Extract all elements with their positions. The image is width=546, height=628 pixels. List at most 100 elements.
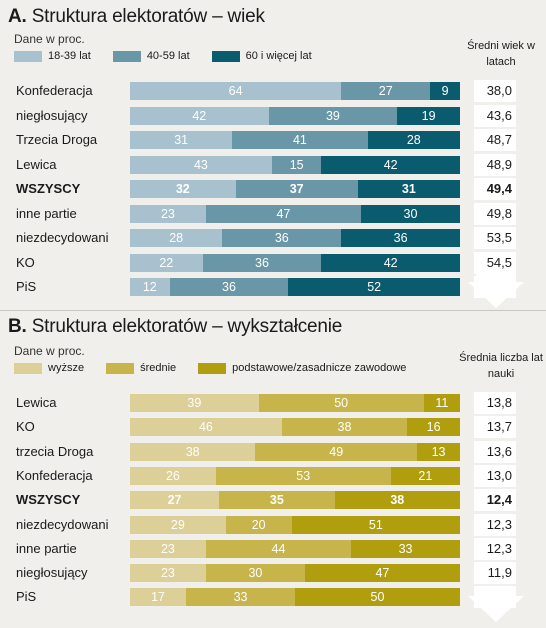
chart-title: A. Struktura elektoratów – wiek	[8, 6, 265, 28]
bar-row: KO 46 38 16 13,7	[0, 416, 546, 438]
row-label: niegłosujący	[16, 565, 88, 580]
bar-segment: 41	[232, 131, 368, 149]
bar-row: niezdecydowani 28 36 36 53,5	[0, 227, 546, 249]
row-label: Lewica	[16, 157, 57, 172]
side-value: 13,0	[474, 465, 516, 487]
bar-row: inne partie 23 44 33 12,3	[0, 538, 546, 560]
chart-subtitle: Dane w proc.	[14, 32, 85, 46]
bar-segment: 31	[130, 131, 233, 149]
bar-segment: 38	[281, 418, 408, 436]
bar-row: Konfederacja 26 53 21 13,0	[0, 465, 546, 487]
side-value: 48,9	[474, 154, 516, 176]
bar-segment: 23	[130, 564, 206, 582]
legend-label: 60 i więcej lat	[245, 50, 312, 62]
bar-segment: 36	[202, 254, 322, 272]
side-value: 11,9	[474, 562, 516, 584]
bar-segment: 21	[390, 467, 460, 485]
bar-segment: 46	[130, 418, 282, 436]
stacked-bar: 23 47 30	[130, 205, 460, 223]
row-label: niegłosujący	[16, 108, 88, 123]
down-arrow-icon	[468, 272, 524, 308]
legend-swatch	[198, 362, 227, 374]
bar-row: PiS17335011,6	[0, 586, 546, 608]
bar-segment: 28	[130, 229, 223, 247]
chart-title-text: Struktura elektoratów – wykształcenie	[31, 316, 343, 337]
bar-row: trzecia Droga 38 49 13 13,6	[0, 441, 546, 463]
stacked-bar: 39 50 11	[130, 394, 460, 412]
bar-segment: 47	[205, 205, 361, 223]
legend-label: 18-39 lat	[48, 50, 91, 62]
row-label: WSZYSCY	[16, 181, 81, 196]
stacked-bar: 29 20 51	[130, 516, 460, 534]
stacked-bar: 23 44 33	[130, 540, 460, 558]
side-value: 49,8	[474, 203, 516, 225]
bar-row: Konfederacja 64 27 9 38,0	[0, 80, 546, 102]
row-label: trzecia Droga	[16, 444, 94, 459]
row-label: PiS	[16, 279, 37, 294]
side-value: 12,3	[474, 538, 516, 560]
bar-row: WSZYSCY 27 35 38 12,4	[0, 489, 546, 511]
bar-segment: 22	[130, 254, 203, 272]
bar-segment: 38	[334, 491, 460, 509]
side-value: 48,7	[474, 129, 516, 151]
bar-segment: 28	[367, 131, 460, 149]
stacked-bar: 64 27 9	[130, 82, 460, 100]
bar-segment: 26	[130, 467, 216, 485]
bar-segment: 42	[130, 107, 269, 125]
bar-segment: 17	[130, 588, 187, 606]
bar-segment: 13	[417, 443, 460, 461]
bar-segment: 50	[258, 394, 424, 412]
stacked-bar: 17 33 50	[130, 588, 460, 606]
stacked-bar: 42 39 19	[130, 107, 460, 125]
bar-segment: 37	[235, 180, 358, 198]
bar-row: niezdecydowani 29 20 51 12,3	[0, 514, 546, 536]
legend-label: podstawowe/zasadnicze zawodowe	[232, 362, 407, 374]
stacked-bar: 46 38 16	[130, 418, 460, 436]
bar-segment: 30	[205, 564, 305, 582]
bar-row: Lewica 43 15 42 48,9	[0, 154, 546, 176]
row-label: niezdecydowani	[16, 230, 109, 245]
bar-segment: 27	[341, 82, 431, 100]
row-label: Konfederacja	[16, 468, 93, 483]
bar-segment: 36	[341, 229, 460, 247]
section-divider	[0, 310, 546, 311]
row-label: WSZYSCY	[16, 492, 81, 507]
legend-label: średnie	[140, 362, 177, 374]
row-label: KO	[16, 419, 35, 434]
bar-segment: 36	[222, 229, 342, 247]
bar-segment: 43	[130, 156, 272, 174]
bar-segment: 42	[321, 254, 460, 272]
bar-segment: 44	[205, 540, 352, 558]
bar-row: Lewica 39 50 11 13,8	[0, 392, 546, 414]
stacked-bar: 26 53 21	[130, 467, 460, 485]
side-value: 13,7	[474, 416, 516, 438]
bar-segment: 39	[268, 107, 398, 125]
row-label: inne partie	[16, 541, 77, 556]
bar-segment: 39	[130, 394, 259, 412]
row-label: niezdecydowani	[16, 517, 109, 532]
bar-row: PiS12365258,8	[0, 276, 546, 298]
side-value: 43,6	[474, 105, 516, 127]
bar-row: niegłosujący 42 39 19 43,6	[0, 105, 546, 127]
stacked-bar: 38 49 13	[130, 443, 460, 461]
row-label: KO	[16, 255, 35, 270]
legend-swatch	[112, 50, 141, 62]
legend-swatch	[14, 362, 42, 374]
side-value: 53,5	[474, 227, 516, 249]
legend-swatch	[211, 50, 240, 62]
bar-segment: 64	[130, 82, 342, 100]
bar-segment: 29	[130, 516, 226, 534]
legend-swatch	[106, 362, 135, 374]
stacked-bar: 31 41 28	[130, 131, 460, 149]
bar-segment: 33	[351, 540, 460, 558]
side-value: 12,3	[474, 514, 516, 536]
bar-segment: 47	[304, 564, 460, 582]
stacked-bar: 28 36 36	[130, 229, 460, 247]
bar-row: inne partie 23 47 30 49,8	[0, 203, 546, 225]
bar-segment: 31	[357, 180, 460, 198]
bar-segment: 51	[291, 516, 460, 534]
bar-segment: 30	[360, 205, 460, 223]
bar-segment: 33	[186, 588, 295, 606]
bar-segment: 27	[130, 491, 220, 509]
row-label: Lewica	[16, 395, 57, 410]
